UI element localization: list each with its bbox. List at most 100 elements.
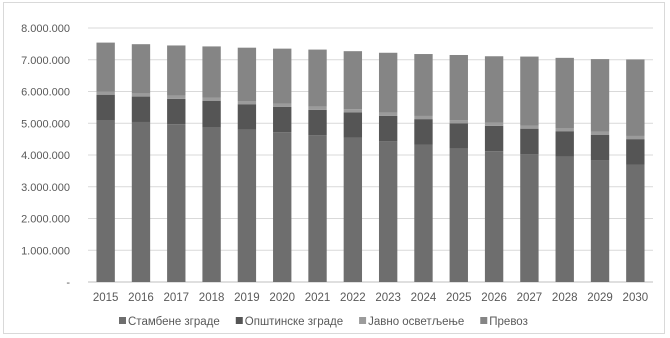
- bar-segment-2-2025: [449, 123, 468, 149]
- legend-item-3: Јавно осветљење: [359, 316, 464, 328]
- bar-segment-3-2030: [626, 135, 645, 140]
- bar-segment-2-2021: [308, 109, 327, 136]
- bar-segment-2-2029: [590, 134, 610, 161]
- y-tick-label: -: [66, 277, 70, 289]
- bar-segment-1-2015: [96, 120, 115, 283]
- bar-segment-1-2016: [131, 121, 151, 282]
- legend-swatch: [359, 317, 367, 324]
- x-tick-label: 2015: [93, 292, 119, 304]
- bar-segment-2-2020: [273, 106, 292, 133]
- y-tick-label: 7.000.000: [21, 55, 70, 67]
- bar-segment-3-2023: [378, 112, 398, 116]
- bar-segment-2-2018: [202, 100, 221, 128]
- y-tick-label: 1.000.000: [21, 245, 70, 257]
- legend-item-1: Стамбене зграде: [119, 316, 220, 328]
- y-tick-label: 6.000.000: [21, 87, 70, 99]
- x-tick-label: 2030: [623, 292, 649, 304]
- bar-segment-4-2019: [237, 47, 257, 102]
- x-tick-label: 2028: [552, 292, 578, 304]
- x-tick-label: 2018: [199, 292, 225, 304]
- bar-segment-1-2026: [484, 151, 504, 282]
- legend-label: Општинске зграде: [245, 316, 343, 328]
- bar-segment-4-2022: [343, 51, 363, 110]
- legend-item-4: Превоз: [480, 316, 528, 328]
- y-tick-label: 3.000.000: [21, 182, 70, 194]
- bar-segment-2-2022: [343, 112, 363, 138]
- bar-segment-3-2026: [484, 122, 504, 126]
- x-tick-label: 2019: [234, 292, 260, 304]
- bar-segment-3-2020: [273, 103, 292, 107]
- bar-segment-2-2024: [414, 119, 433, 145]
- bar-segment-1-2018: [202, 127, 221, 282]
- legend-label: Стамбене зграде: [128, 316, 220, 328]
- legend-swatch: [119, 317, 126, 324]
- bar-segment-4-2021: [308, 49, 327, 107]
- y-axis-ticks: - 1.000.000 2.000.000 3.000.000 4.000.000 5.0…: [21, 23, 70, 289]
- x-axis-ticks: 2015 2016 2017 2018 2019 2020 2021 2022 2023 2024…: [93, 292, 648, 304]
- bar-segment-4-2016: [131, 44, 151, 94]
- bar-segment-1-2024: [414, 144, 433, 282]
- x-tick-label: 2027: [517, 292, 543, 304]
- bar-segment-2-2026: [484, 125, 504, 152]
- bars: [96, 42, 645, 283]
- legend-label: Јавно осветљење: [368, 316, 464, 328]
- bar-segment-3-2028: [555, 128, 574, 132]
- bar-segment-2-2030: [626, 139, 645, 165]
- bar-segment-1-2017: [167, 124, 186, 282]
- bar-segment-3-2019: [237, 101, 257, 105]
- legend: Стамбене зграде Општинске зграде Јавно осв…: [119, 316, 528, 328]
- bar-segment-2-2017: [167, 98, 186, 125]
- x-tick-label: 2023: [375, 292, 401, 304]
- bar-segment-4-2030: [626, 59, 645, 136]
- x-tick-label: 2022: [340, 292, 366, 304]
- x-tick-label: 2016: [128, 292, 154, 304]
- x-tick-label: 2017: [163, 292, 189, 304]
- bar-segment-1-2022: [343, 137, 363, 282]
- bar-segment-3-2021: [308, 106, 327, 110]
- x-tick-label: 2021: [305, 292, 331, 304]
- bar-segment-1-2027: [520, 154, 539, 282]
- bar-segment-1-2023: [378, 141, 398, 282]
- y-tick-label: 8.000.000: [21, 23, 70, 35]
- bar-segment-1-2020: [273, 132, 292, 282]
- bar-segment-2-2028: [555, 131, 574, 157]
- bar-segment-2-2016: [131, 96, 151, 122]
- bar-segment-3-2029: [590, 131, 610, 135]
- bar-segment-3-2027: [520, 125, 539, 129]
- bar-segment-2-2027: [520, 128, 539, 155]
- bar-segment-3-2018: [202, 97, 221, 101]
- bar-segment-4-2018: [202, 46, 221, 98]
- bar-segment-4-2017: [167, 45, 186, 96]
- bar-segment-4-2027: [520, 56, 539, 126]
- bar-segment-3-2015: [96, 91, 115, 95]
- bar-segment-4-2020: [273, 48, 292, 104]
- bar-segment-3-2024: [414, 115, 433, 120]
- legend-swatch: [235, 317, 243, 324]
- bar-segment-4-2015: [96, 42, 115, 92]
- bar-segment-3-2016: [131, 93, 151, 97]
- bar-segment-3-2022: [343, 109, 363, 113]
- bar-segment-1-2029: [590, 160, 610, 282]
- bar-segment-1-2019: [237, 129, 257, 282]
- bar-segment-3-2017: [167, 95, 186, 99]
- bar-segment-3-2025: [449, 120, 468, 124]
- bar-segment-4-2023: [378, 52, 398, 113]
- x-tick-label: 2024: [411, 292, 437, 304]
- bar-segment-4-2029: [590, 59, 610, 132]
- y-tick-label: 4.000.000: [21, 150, 70, 162]
- bar-segment-1-2025: [449, 148, 468, 282]
- bar-segment-2-2019: [237, 104, 257, 130]
- y-tick-label: 2.000.000: [21, 214, 70, 226]
- bar-segment-1-2030: [626, 164, 645, 282]
- bar-segment-4-2024: [414, 54, 433, 116]
- x-tick-label: 2025: [446, 292, 472, 304]
- bar-segment-2-2015: [96, 94, 115, 121]
- legend-label: Превоз: [489, 316, 528, 328]
- bar-segment-2-2023: [378, 115, 398, 142]
- legend-swatch: [480, 317, 488, 324]
- bar-segment-4-2025: [449, 54, 468, 121]
- x-tick-label: 2029: [587, 292, 613, 304]
- x-tick-label: 2026: [481, 292, 507, 304]
- bar-segment-1-2028: [555, 156, 574, 282]
